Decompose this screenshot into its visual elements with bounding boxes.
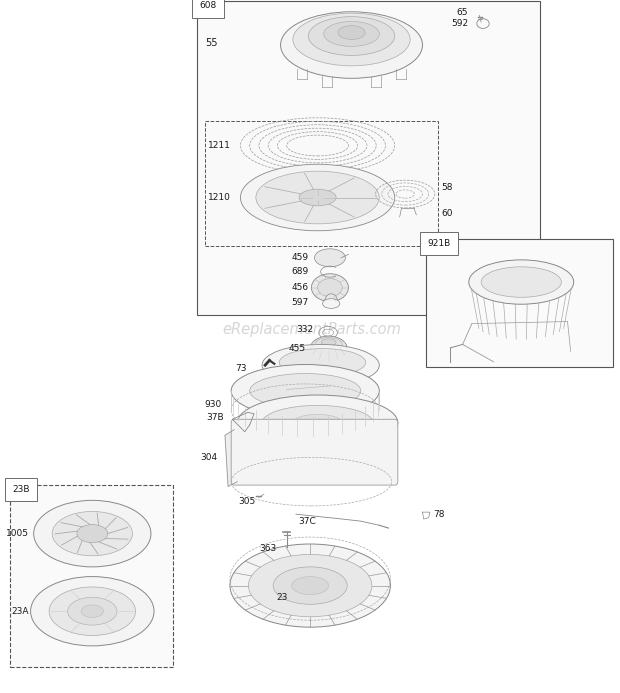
Ellipse shape xyxy=(291,577,329,595)
Ellipse shape xyxy=(481,267,561,297)
Text: 459: 459 xyxy=(291,254,308,262)
Text: 304: 304 xyxy=(200,453,218,462)
Ellipse shape xyxy=(314,249,345,267)
Text: 55: 55 xyxy=(205,38,218,48)
Ellipse shape xyxy=(315,337,342,351)
Ellipse shape xyxy=(77,525,108,543)
Text: 608: 608 xyxy=(199,1,216,10)
Text: 592: 592 xyxy=(451,19,468,28)
Ellipse shape xyxy=(52,511,133,556)
Text: 456: 456 xyxy=(291,283,308,292)
Ellipse shape xyxy=(311,274,348,301)
Ellipse shape xyxy=(308,17,395,55)
Ellipse shape xyxy=(325,294,337,308)
Ellipse shape xyxy=(299,189,336,206)
Ellipse shape xyxy=(469,260,574,304)
Ellipse shape xyxy=(273,567,347,604)
Text: 37C: 37C xyxy=(298,517,316,525)
Ellipse shape xyxy=(237,395,398,450)
Text: 78: 78 xyxy=(433,510,445,518)
Ellipse shape xyxy=(321,339,336,346)
Ellipse shape xyxy=(317,279,342,297)
Text: 73: 73 xyxy=(235,365,247,373)
Ellipse shape xyxy=(338,26,365,40)
Bar xyxy=(197,1,540,315)
Text: 65: 65 xyxy=(457,8,468,17)
Bar xyxy=(10,485,172,667)
Ellipse shape xyxy=(241,164,395,231)
Ellipse shape xyxy=(293,13,410,66)
Text: 305: 305 xyxy=(239,497,256,505)
Text: 23A: 23A xyxy=(11,607,29,615)
Ellipse shape xyxy=(231,365,379,417)
Text: 455: 455 xyxy=(289,344,306,353)
Ellipse shape xyxy=(250,374,361,408)
Ellipse shape xyxy=(310,336,347,361)
Ellipse shape xyxy=(49,587,136,635)
Text: 921B: 921B xyxy=(427,239,451,248)
Text: 363: 363 xyxy=(260,545,277,553)
Ellipse shape xyxy=(230,544,391,627)
Text: 930: 930 xyxy=(205,400,222,408)
Text: 1211: 1211 xyxy=(208,141,231,150)
Text: eReplacementParts.com: eReplacementParts.com xyxy=(222,322,401,337)
Text: 969: 969 xyxy=(432,245,449,254)
Text: 37B: 37B xyxy=(206,413,224,421)
Ellipse shape xyxy=(281,12,422,78)
Ellipse shape xyxy=(249,554,372,617)
Ellipse shape xyxy=(33,500,151,567)
Ellipse shape xyxy=(256,171,379,224)
Ellipse shape xyxy=(322,299,340,308)
Ellipse shape xyxy=(68,597,117,625)
Ellipse shape xyxy=(81,605,104,617)
Ellipse shape xyxy=(262,405,373,440)
Ellipse shape xyxy=(324,21,379,46)
Polygon shape xyxy=(225,430,237,486)
Text: 23B: 23B xyxy=(12,485,30,494)
Text: 1210: 1210 xyxy=(208,193,231,202)
Text: 332: 332 xyxy=(296,325,313,333)
Bar xyxy=(205,121,438,246)
FancyBboxPatch shape xyxy=(231,419,398,485)
Text: 58: 58 xyxy=(441,183,453,191)
Ellipse shape xyxy=(280,349,366,376)
Ellipse shape xyxy=(262,344,379,386)
Text: 23: 23 xyxy=(277,593,288,602)
Text: 1005: 1005 xyxy=(6,529,29,538)
Text: 597: 597 xyxy=(291,299,308,307)
Text: 689: 689 xyxy=(291,267,308,276)
Ellipse shape xyxy=(293,414,342,431)
Bar xyxy=(425,239,613,367)
Ellipse shape xyxy=(30,577,154,646)
Text: 60: 60 xyxy=(441,209,453,218)
